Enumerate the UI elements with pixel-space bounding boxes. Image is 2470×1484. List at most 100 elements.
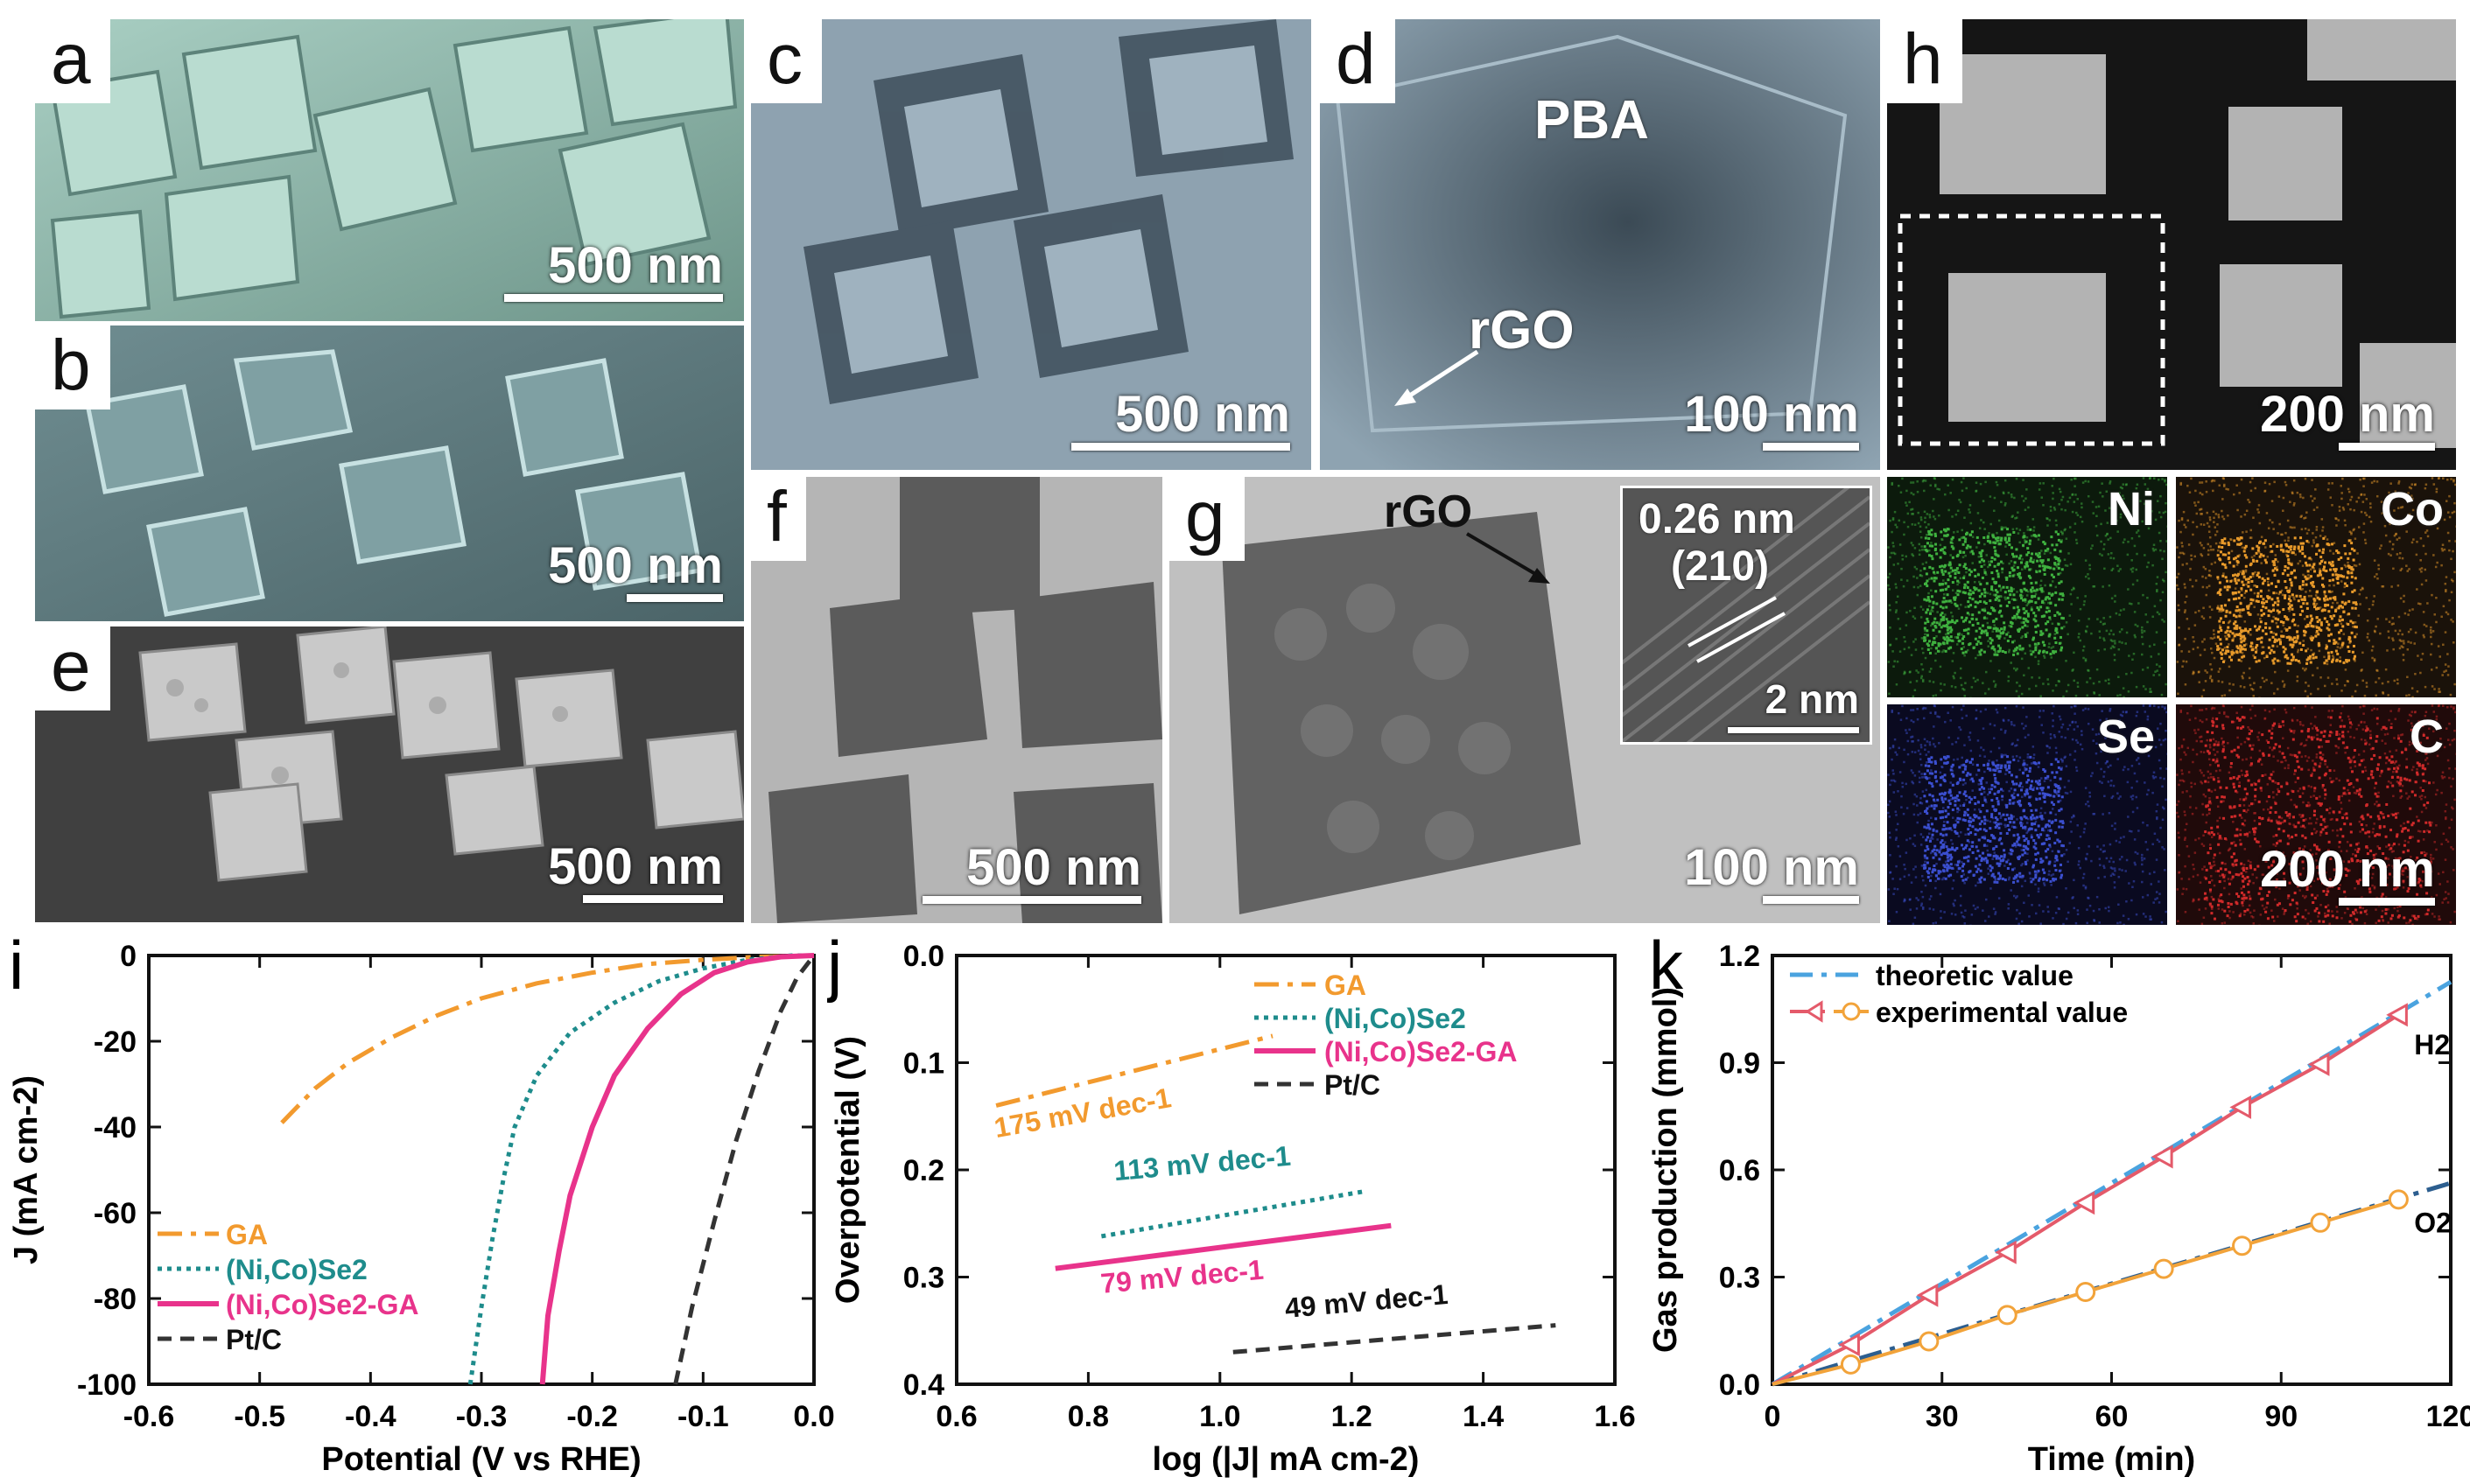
panel-b: b 500 nm <box>35 326 744 621</box>
x-tick-label: 1.4 <box>1463 1400 1504 1433</box>
legend-marker-o2 <box>1842 1002 1861 1021</box>
legend-label: (Ni,Co)Se2-GA <box>1324 1036 1517 1068</box>
chart-i: i -0.6 -0.5 -0.4 -0.3 -0.2 -0.1 0.0 0 -20 -40 -60 -8… <box>8 928 835 1478</box>
panel-label-e: e <box>35 626 110 710</box>
marker-o2 <box>1919 1331 1940 1352</box>
x-tick-label: 90 <box>2264 1400 2298 1433</box>
label-pba: PBA <box>1534 90 1649 150</box>
scale-bar-maps: 200 nm <box>2260 844 2435 906</box>
marker-h2 <box>2307 1052 2330 1076</box>
scale-text-inset: 2 nm <box>1765 676 1859 722</box>
inset-spacing: 0.26 nm <box>1638 496 1795 542</box>
scale-bar-b: 500 nm <box>548 540 723 602</box>
map-co: Co <box>2176 477 2456 697</box>
map-c-dots <box>2176 704 2456 925</box>
map-ni-dots <box>1887 477 2167 697</box>
y-tick-label: 0.2 <box>903 1154 944 1187</box>
x-tick-label: -0.3 <box>456 1400 508 1433</box>
scale-text-f: 500 nm <box>966 839 1141 896</box>
legend-label: GA <box>1324 970 1366 1001</box>
legend-label: GA <box>226 1219 268 1250</box>
map-co-label: Co <box>2381 483 2444 536</box>
panel-h: h 200 nm <box>1887 19 2456 470</box>
series-(Ni,Co)Se2-GA <box>1055 1222 1392 1271</box>
x-tick-label: -0.4 <box>345 1400 396 1433</box>
y-tick-label: -20 <box>94 1026 137 1059</box>
x-axis-title: Time (min) <box>2028 1441 2195 1478</box>
map-co-dots <box>2176 477 2456 697</box>
x-tick-label: 120 <box>2426 1400 2470 1433</box>
y-axis-title: Overpotential (V) <box>830 1036 867 1304</box>
panel-label-a: a <box>35 19 110 103</box>
panel-label-f: f <box>751 477 806 561</box>
map-se-label: Se <box>2096 710 2155 763</box>
legend-label-theoretic: theoretic value <box>1876 960 2074 991</box>
scale-text-maps: 200 nm <box>2260 841 2435 898</box>
slope-annotation: 175 mV dec-1 <box>992 1082 1174 1144</box>
chart-label-k: k <box>1649 928 1684 1004</box>
y-tick-label: 0 <box>120 940 137 973</box>
chart-j: j 0.6 0.8 1.0 1.2 1.4 1.6 0.0 0.1 0.2 0.3 0.4 log (|… <box>827 928 1636 1478</box>
series-Pt/C <box>1232 1323 1556 1354</box>
legend-label: (Ni,Co)Se2 <box>1324 1003 1466 1034</box>
inset-plane: (210) <box>1671 543 1770 590</box>
y-tick-label: -60 <box>94 1197 137 1230</box>
x-axis-title: Potential (V vs RHE) <box>321 1441 641 1478</box>
arrow-rgo-g <box>1465 532 1550 584</box>
map-ni-label: Ni <box>2108 483 2155 536</box>
legend-label: Pt/C <box>226 1324 282 1355</box>
y-tick-label: -40 <box>94 1111 137 1144</box>
chart-label-j: j <box>827 928 842 1004</box>
annotation-o2: O2 <box>2414 1208 2452 1239</box>
x-tick-label: 1.6 <box>1594 1400 1635 1433</box>
series-GA <box>280 953 815 1124</box>
map-se: Se <box>1887 704 2167 925</box>
series-GA <box>995 1033 1274 1108</box>
y-tick-label: 0.9 <box>1719 1047 1760 1081</box>
y-tick-label: 0.0 <box>903 940 944 973</box>
slope-annotation: 113 mV dec-1 <box>1112 1140 1292 1187</box>
scale-bar-c: 500 nm <box>1071 388 1290 451</box>
marker-o2 <box>2153 1258 2174 1279</box>
tem-image-f <box>751 477 1162 923</box>
scale-text-c: 500 nm <box>1115 386 1290 443</box>
panel-label-c: c <box>751 19 822 103</box>
scale-text-b: 500 nm <box>548 537 723 594</box>
marker-h2 <box>1995 1240 2017 1264</box>
scale-text-d: 100 nm <box>1684 386 1859 443</box>
scale-text-g: 100 nm <box>1684 839 1859 896</box>
marker-h2 <box>1838 1333 1860 1357</box>
y-tick-label: 0.1 <box>903 1047 944 1081</box>
series-(Ni,Co)Se2 <box>1100 1189 1365 1239</box>
x-tick-label: 1.0 <box>1199 1400 1240 1433</box>
legend-label: (Ni,Co)Se2 <box>226 1254 368 1285</box>
scale-text-h: 200 nm <box>2260 386 2435 443</box>
marker-o2 <box>2388 1189 2409 1210</box>
annotation-h2: H2 <box>2414 1029 2450 1060</box>
map-c-label: C <box>2410 710 2444 763</box>
y-tick-label: 0.3 <box>903 1262 944 1295</box>
x-tick-label: -0.2 <box>566 1400 618 1433</box>
x-tick-label: 0 <box>1765 1400 1781 1433</box>
sem-image-b <box>35 326 744 621</box>
y-tick-label: 0.3 <box>1719 1262 1760 1295</box>
panel-c: c 500 nm <box>751 19 1311 470</box>
arrow-rgo-d <box>1394 349 1479 406</box>
series-(Ni,Co)Se2 <box>467 953 814 1385</box>
scale-bar-d: 100 nm <box>1684 388 1859 451</box>
x-tick-label: 1.2 <box>1331 1400 1372 1433</box>
marker-o2 <box>2075 1281 2096 1302</box>
panel-a: a 500 nm <box>35 19 744 321</box>
y-axis-title: Gas production (mmol) <box>1647 987 1684 1353</box>
marker-h2 <box>2386 1003 2408 1027</box>
scale-bar-a: 500 nm <box>504 240 723 302</box>
marker-o2 <box>2232 1236 2253 1256</box>
lattice-fringes <box>1623 488 1870 742</box>
panel-d: d PBA rGO 100 nm <box>1320 19 1880 470</box>
sem-image-e <box>35 626 744 922</box>
series-theoretic-h2 <box>1771 980 2452 1387</box>
x-tick-label: 60 <box>2095 1400 2129 1433</box>
y-tick-label: 1.2 <box>1719 940 1760 973</box>
y-axis-title: J (mA cm-2) <box>8 1075 45 1264</box>
scale-text-e: 500 nm <box>548 838 723 895</box>
